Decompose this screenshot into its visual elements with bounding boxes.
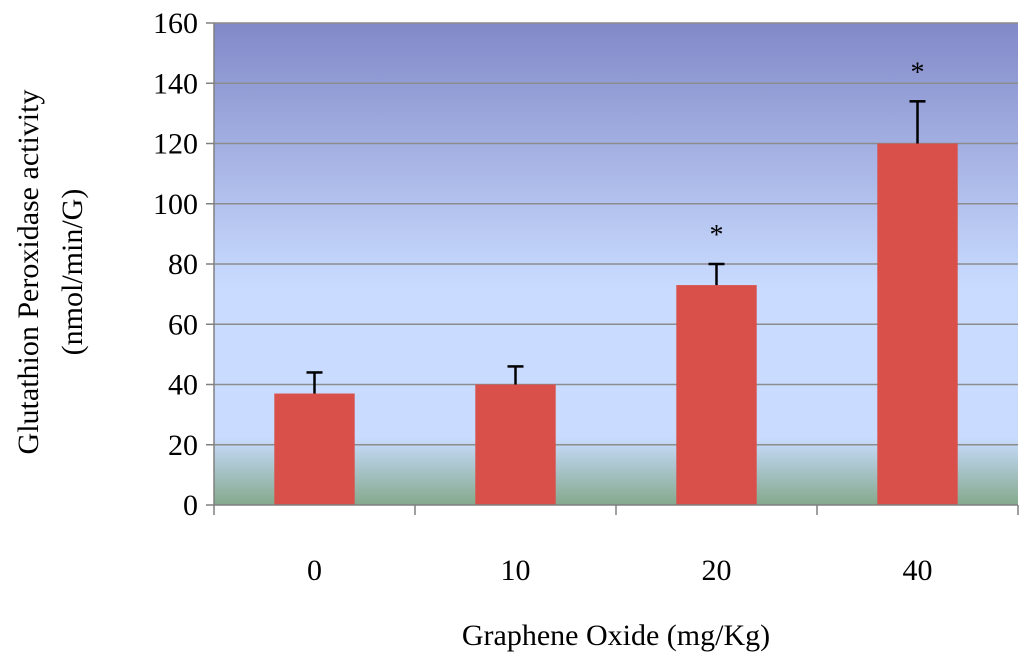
y-axis-title-line2: (nmol/min/G) bbox=[56, 189, 89, 356]
y-tick-label: 120 bbox=[153, 128, 198, 161]
bars bbox=[274, 143, 958, 505]
x-tick-labels: 0 10 20 40 bbox=[307, 554, 933, 587]
axes bbox=[213, 23, 1019, 515]
significance-markers: ** bbox=[710, 57, 925, 251]
significance-marker: * bbox=[911, 57, 925, 88]
y-tick-label: 60 bbox=[168, 308, 198, 341]
x-tick-label: 40 bbox=[903, 554, 933, 587]
y-tick-label: 40 bbox=[168, 369, 198, 402]
bar bbox=[274, 393, 355, 505]
significance-marker: * bbox=[710, 220, 724, 251]
x-tick-label: 0 bbox=[307, 554, 322, 587]
x-tick-label: 20 bbox=[702, 554, 732, 587]
y-tick-label: 100 bbox=[153, 188, 198, 221]
x-axis-title: Graphene Oxide (mg/Kg) bbox=[462, 619, 770, 652]
y-tick-label: 160 bbox=[153, 7, 198, 40]
bar bbox=[676, 285, 757, 505]
y-tick-label: 0 bbox=[183, 489, 198, 522]
y-axis-title-line1: Glutathion Peroxidase activity bbox=[12, 90, 45, 455]
bar bbox=[475, 384, 556, 505]
y-tick-labels: 0 20 40 60 80 100 120 140 160 bbox=[153, 7, 198, 522]
bar bbox=[877, 143, 958, 505]
y-tick-label: 80 bbox=[168, 248, 198, 281]
y-tick-label: 140 bbox=[153, 67, 198, 100]
error-bars bbox=[306, 100, 926, 394]
x-tick-label: 10 bbox=[501, 554, 531, 587]
y-tick-label: 20 bbox=[168, 429, 198, 462]
